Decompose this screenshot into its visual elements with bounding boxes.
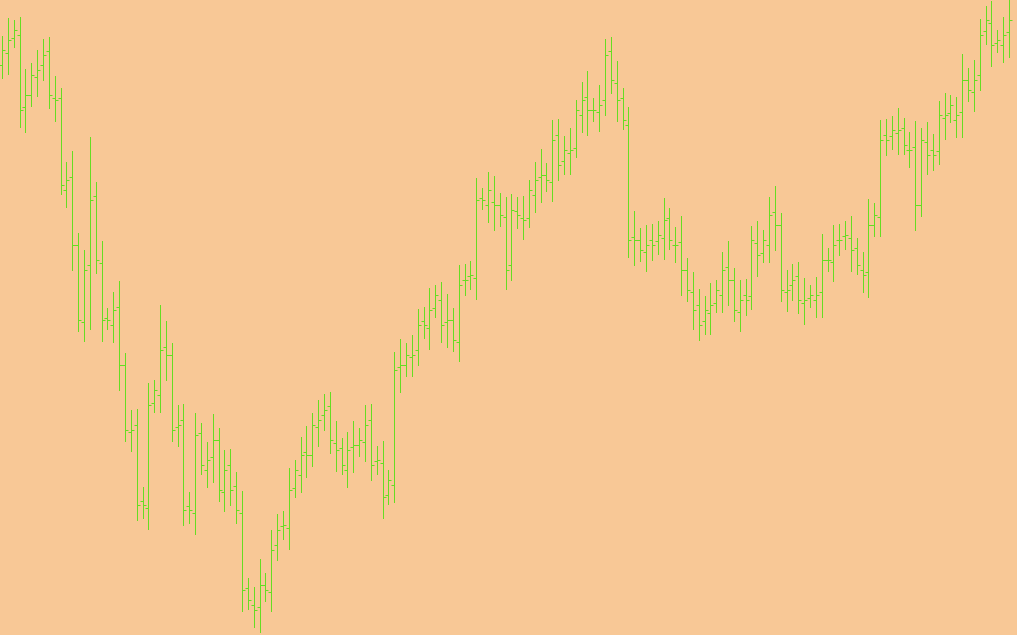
chart: [0, 0, 1017, 635]
chart-background: [0, 0, 1017, 635]
page: (() => { const data = JSON.parse(documen…: [0, 0, 1017, 635]
